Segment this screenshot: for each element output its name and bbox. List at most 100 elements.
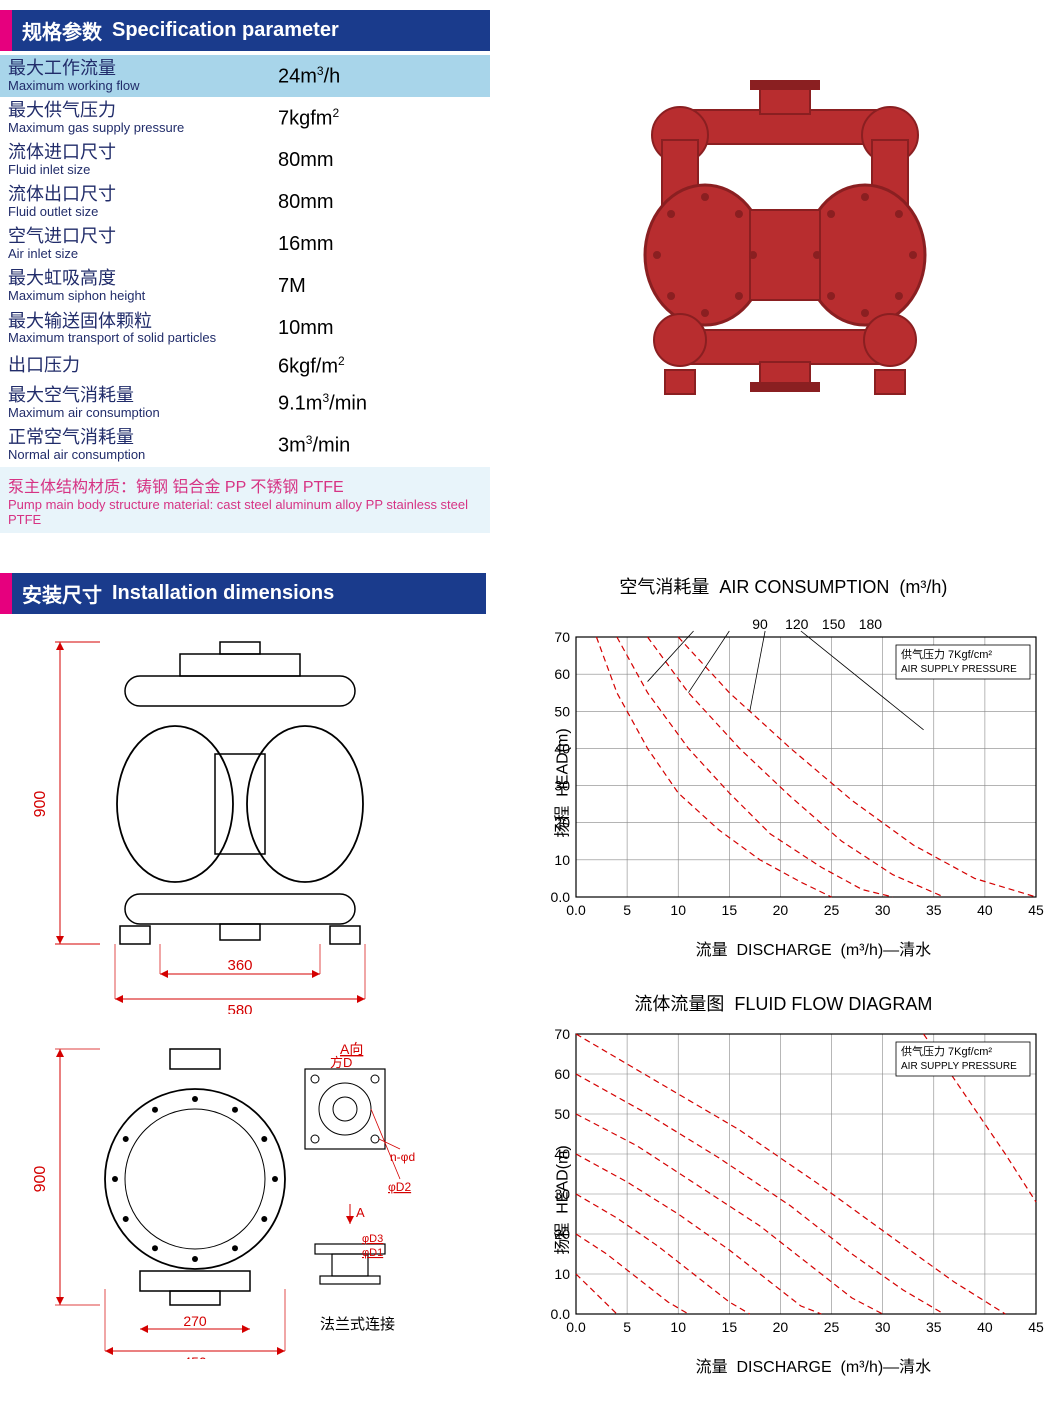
svg-text:供气压力 7Kgf/cm²: 供气压力 7Kgf/cm² xyxy=(901,1044,992,1058)
spec-label-zh: 流体进口尺寸 xyxy=(8,143,278,163)
svg-text:5: 5 xyxy=(623,902,631,918)
dim-drawing-front: 900360580 xyxy=(0,634,486,1019)
chart1-ylabel-en: HEAD(m) xyxy=(554,728,571,796)
spec-row: 最大虹吸高度Maximum siphon height7M xyxy=(0,265,490,307)
top-section: 规格参数 Specification parameter 最大工作流量Maxim… xyxy=(0,10,1061,533)
svg-text:360: 360 xyxy=(227,957,252,974)
chart1-ylabel: 扬程 HEAD(m) xyxy=(548,728,572,837)
spec-row: 流体进口尺寸Fluid inlet size80mm xyxy=(0,139,490,181)
spec-label-en: Maximum working flow xyxy=(8,79,278,93)
svg-text:25: 25 xyxy=(824,1319,840,1335)
chart1-xlabel: 流量 DISCHARGE (m³/h)—清水 xyxy=(526,936,1061,960)
chart1-xlabel-en: DISCHARGE xyxy=(737,942,832,959)
pump-photo xyxy=(610,80,960,400)
spec-value: 16mm xyxy=(278,233,334,256)
charts-block: 空气消耗量 AIR CONSUMPTION (m³/h) 扬程 HEAD(m) … xyxy=(506,573,1061,1407)
svg-text:70: 70 xyxy=(554,1026,570,1042)
spec-header: 规格参数 Specification parameter xyxy=(0,10,490,51)
install-title-zh: 安装尺寸 xyxy=(22,579,102,608)
spec-value: 7M xyxy=(278,275,306,298)
svg-text:20: 20 xyxy=(772,902,788,918)
spec-label-zh: 最大工作流量 xyxy=(8,59,278,79)
spec-label-en: Normal air consumption xyxy=(8,448,278,462)
accent-bar xyxy=(0,10,12,51)
svg-text:35: 35 xyxy=(926,1319,942,1335)
spec-label-zh: 流体出口尺寸 xyxy=(8,185,278,205)
svg-text:10: 10 xyxy=(554,851,570,867)
spec-row: 空气进口尺寸Air inlet size16mm xyxy=(0,223,490,265)
chart1-title: 空气消耗量 AIR CONSUMPTION (m³/h) xyxy=(506,573,1061,599)
spec-label-zh: 最大空气消耗量 xyxy=(8,386,278,406)
svg-text:35: 35 xyxy=(926,902,942,918)
material-en: Pump main body structure material: cast … xyxy=(8,497,482,527)
chart1-wrap: 扬程 HEAD(m) 0.0102030405060700.0510152025… xyxy=(526,607,1061,960)
spec-row: 流体出口尺寸Fluid outlet size80mm xyxy=(0,181,490,223)
spec-label-en: Maximum air consumption xyxy=(8,406,278,420)
install-title-bar: 安装尺寸 Installation dimensions xyxy=(12,573,486,614)
material-box: 泵主体结构材质：铸钢 铝合金 PP 不锈钢 PTFE Pump main bod… xyxy=(0,467,490,533)
material-zh: 泵主体结构材质：铸钢 铝合金 PP 不锈钢 PTFE xyxy=(8,473,482,497)
chart2-title-zh: 流体流量图 xyxy=(634,994,724,1014)
chart2-title: 流体流量图 FLUID FLOW DIAGRAM xyxy=(506,990,1061,1016)
chart1-title-en: AIR CONSUMPTION xyxy=(719,577,889,597)
svg-text:30: 30 xyxy=(875,902,891,918)
chart2-title-en: FLUID FLOW DIAGRAM xyxy=(734,994,932,1014)
spec-value: 3m3/min xyxy=(278,433,350,458)
spec-row: 最大输送固体颗粒Maximum transport of solid parti… xyxy=(0,308,490,350)
svg-text:50: 50 xyxy=(554,703,570,719)
svg-text:450: 450 xyxy=(183,1354,207,1359)
chart2-xlabel-unit: (m³/h)—清水 xyxy=(841,1359,932,1376)
spec-title-zh: 规格参数 xyxy=(22,16,102,45)
spec-label-zh: 正常空气消耗量 xyxy=(8,428,278,448)
svg-text:方D: 方D xyxy=(330,1055,352,1070)
chart2-xlabel: 流量 DISCHARGE (m³/h)—清水 xyxy=(526,1353,1061,1377)
chart2-ylabel: 扬程 HEAD(m) xyxy=(548,1145,572,1254)
spec-value: 80mm xyxy=(278,191,334,214)
install-title-en: Installation dimensions xyxy=(112,582,334,605)
svg-text:45: 45 xyxy=(1028,902,1044,918)
svg-text:30: 30 xyxy=(875,1319,891,1335)
svg-text:60: 60 xyxy=(554,1066,570,1082)
spec-value: 7kgfm2 xyxy=(278,106,339,131)
spec-label-en: Fluid outlet size xyxy=(8,205,278,219)
accent-bar xyxy=(0,573,12,614)
svg-text:45: 45 xyxy=(1028,1319,1044,1335)
spec-value: 9.1m3/min xyxy=(278,391,367,416)
svg-text:40: 40 xyxy=(977,902,993,918)
chart1-xlabel-zh: 流量 xyxy=(696,942,728,959)
spec-row: 出口压力6kgf/m2 xyxy=(0,350,490,383)
chart1-title-zh: 空气消耗量 xyxy=(619,577,709,597)
spec-label-en: Maximum gas supply pressure xyxy=(8,121,278,135)
spec-label-en: Maximum siphon height xyxy=(8,289,278,303)
chart1-title-unit: (m³/h) xyxy=(899,577,947,597)
chart2-xlabel-en: DISCHARGE xyxy=(737,1359,832,1376)
svg-text:0.0: 0.0 xyxy=(566,1319,586,1335)
chart1-xlabel-unit: (m³/h)—清水 xyxy=(841,942,932,959)
spec-label-en: Air inlet size xyxy=(8,247,278,261)
spec-label-en: Fluid inlet size xyxy=(8,163,278,177)
svg-text:150: 150 xyxy=(822,616,846,632)
svg-text:供气压力 7Kgf/cm²: 供气压力 7Kgf/cm² xyxy=(901,647,992,661)
install-block: 安装尺寸 Installation dimensions 900360580 9… xyxy=(0,573,486,1407)
svg-text:AIR SUPPLY PRESSURE: AIR SUPPLY PRESSURE xyxy=(901,664,1017,675)
chart2-wrap: 扬程 HEAD(m) 0.0102030405060700.0510152025… xyxy=(526,1024,1061,1377)
svg-text:AIR SUPPLY PRESSURE: AIR SUPPLY PRESSURE xyxy=(901,1061,1017,1072)
spec-value: 6kgf/m2 xyxy=(278,354,345,379)
svg-text:900: 900 xyxy=(32,790,49,817)
spec-row: 最大工作流量Maximum working flow24m3/h xyxy=(0,55,490,97)
spec-row: 正常空气消耗量Normal air consumption3m3/min xyxy=(0,424,490,466)
spec-row: 最大空气消耗量Maximum air consumption9.1m3/min xyxy=(0,382,490,424)
chart2-ylabel-zh: 扬程 xyxy=(554,1223,571,1255)
svg-text:120: 120 xyxy=(785,616,809,632)
svg-text:φD2: φD2 xyxy=(388,1180,411,1194)
install-header: 安装尺寸 Installation dimensions xyxy=(0,573,486,614)
svg-text:10: 10 xyxy=(554,1266,570,1282)
svg-text:φD1: φD1 xyxy=(362,1247,383,1259)
svg-text:φD3: φD3 xyxy=(362,1233,383,1245)
spec-label-zh: 最大供气压力 xyxy=(8,101,278,121)
svg-text:180: 180 xyxy=(859,616,883,632)
chart2-svg: 0.0102030405060700.051015202530354045供气压… xyxy=(526,1024,1046,1344)
spec-table: 最大工作流量Maximum working flow24m3/h最大供气压力Ma… xyxy=(0,55,490,467)
chart1-ylabel-zh: 扬程 xyxy=(554,806,571,838)
svg-text:25: 25 xyxy=(824,902,840,918)
